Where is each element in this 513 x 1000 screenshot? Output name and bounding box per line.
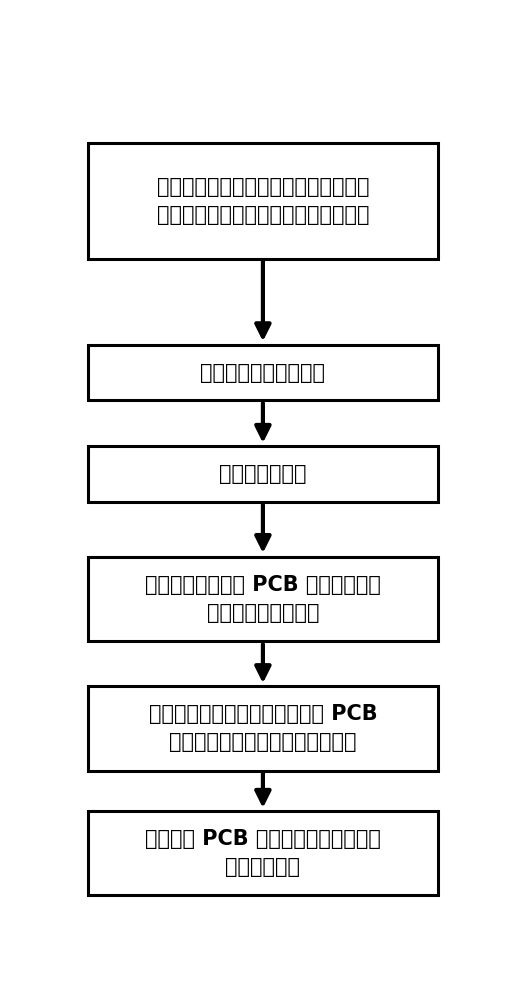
Text: 进行光场相机尺度校准: 进行光场相机尺度校准 bbox=[201, 363, 325, 383]
FancyBboxPatch shape bbox=[88, 345, 438, 400]
FancyBboxPatch shape bbox=[88, 811, 438, 895]
FancyBboxPatch shape bbox=[88, 557, 438, 641]
FancyBboxPatch shape bbox=[88, 686, 438, 771]
Text: 光圈匹配的光场相机拍摄多张散焦柔光
板，光场白图像校准，微透镜中心校准: 光圈匹配的光场相机拍摄多张散焦柔光 板，光场白图像校准，微透镜中心校准 bbox=[156, 177, 369, 225]
Text: 搭设适合的光源: 搭设适合的光源 bbox=[219, 464, 307, 484]
FancyBboxPatch shape bbox=[88, 143, 438, 259]
FancyBboxPatch shape bbox=[88, 446, 438, 502]
Text: 基于多视角图像和深度图像进行 PCB
待测电子元件及待测点的位置识别: 基于多视角图像和深度图像进行 PCB 待测电子元件及待测点的位置识别 bbox=[149, 704, 377, 752]
Text: 光场相机拍摄被测 PCB 区域并处理得
到多视角及深度图像: 光场相机拍摄被测 PCB 区域并处理得 到多视角及深度图像 bbox=[145, 575, 381, 623]
Text: 最终获得 PCB 的三维测量各项信息及
进行缺陷检测: 最终获得 PCB 的三维测量各项信息及 进行缺陷检测 bbox=[145, 829, 381, 877]
